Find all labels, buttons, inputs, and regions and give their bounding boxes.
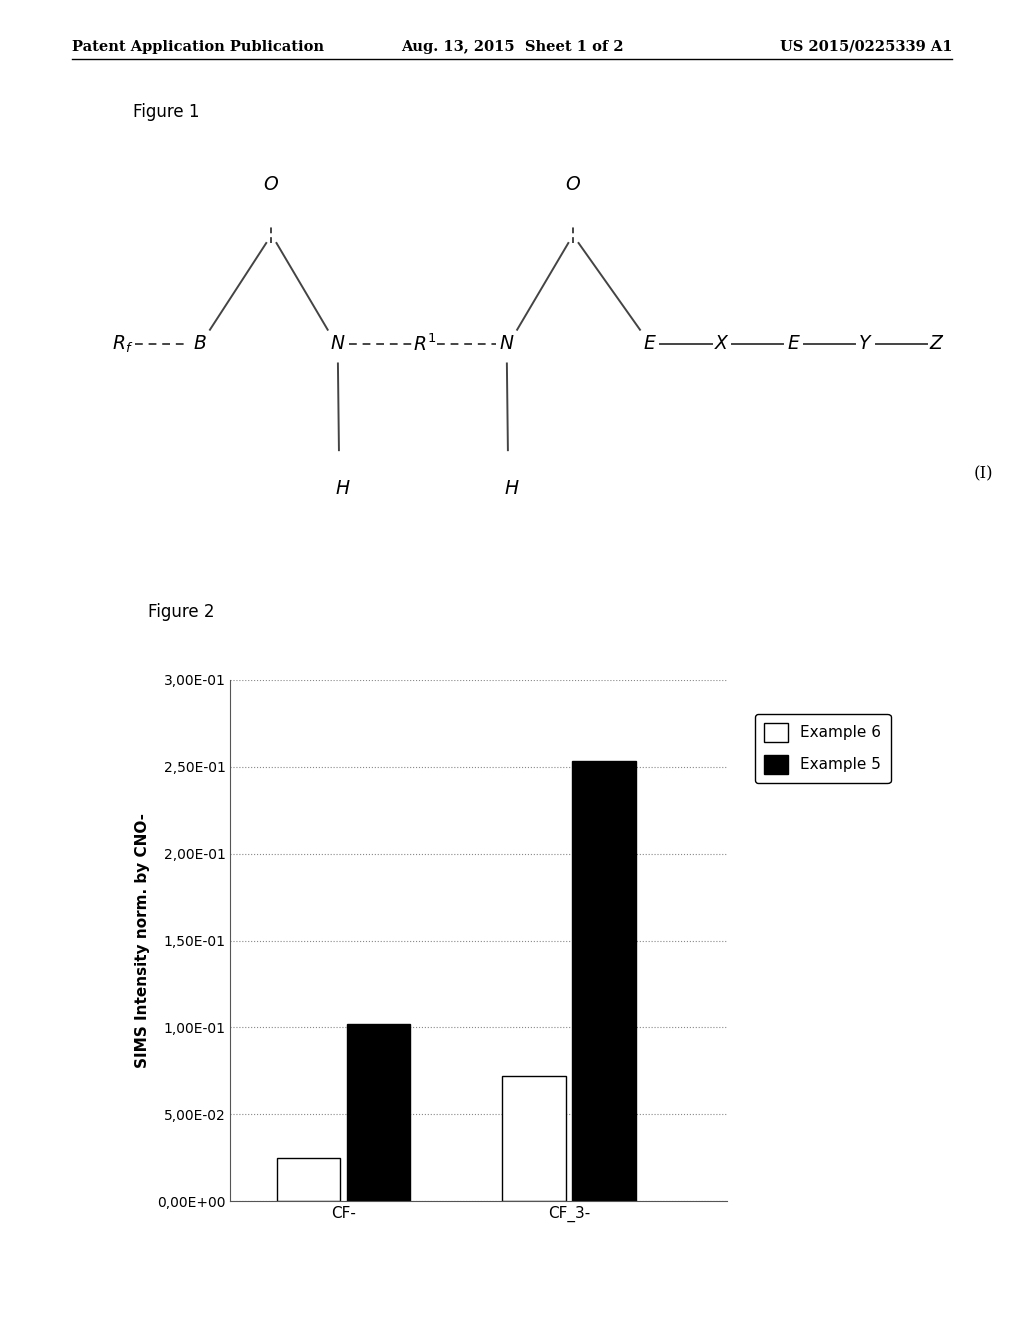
Bar <box>503 1076 565 1201</box>
Text: $\mathit{X}$: $\mathit{X}$ <box>714 335 730 354</box>
Bar <box>276 1158 340 1201</box>
Text: $\mathit{O}$: $\mathit{O}$ <box>565 176 582 194</box>
Text: Aug. 13, 2015  Sheet 1 of 2: Aug. 13, 2015 Sheet 1 of 2 <box>400 40 624 54</box>
Text: $\mathit{R^1}$: $\mathit{R^1}$ <box>414 334 436 355</box>
Text: Figure 1: Figure 1 <box>133 103 200 121</box>
Text: $\mathit{Y}$: $\mathit{Y}$ <box>858 335 872 354</box>
Text: $\mathit{R_f}$: $\mathit{R_f}$ <box>113 334 133 355</box>
Text: Figure 2: Figure 2 <box>148 603 215 622</box>
Text: $\mathit{N}$: $\mathit{N}$ <box>499 335 515 354</box>
Text: (I): (I) <box>973 466 993 483</box>
Text: $\mathit{B}$: $\mathit{B}$ <box>193 335 207 354</box>
Text: US 2015/0225339 A1: US 2015/0225339 A1 <box>780 40 952 54</box>
Text: $\mathit{E}$: $\mathit{E}$ <box>643 335 657 354</box>
Legend: Example 6, Example 5: Example 6, Example 5 <box>755 714 891 783</box>
Text: $\mathit{H}$: $\mathit{H}$ <box>504 479 520 498</box>
Text: $\mathit{O}$: $\mathit{O}$ <box>263 176 280 194</box>
Bar <box>572 762 636 1201</box>
Text: $\mathit{Z}$: $\mathit{Z}$ <box>929 335 945 354</box>
Text: $\mathit{N}$: $\mathit{N}$ <box>330 335 346 354</box>
Text: $\mathit{H}$: $\mathit{H}$ <box>335 479 351 498</box>
Y-axis label: SIMS Intensity norm. by CNO-: SIMS Intensity norm. by CNO- <box>135 813 151 1068</box>
Text: Patent Application Publication: Patent Application Publication <box>72 40 324 54</box>
Bar <box>347 1024 410 1201</box>
Text: $\mathit{E}$: $\mathit{E}$ <box>786 335 801 354</box>
